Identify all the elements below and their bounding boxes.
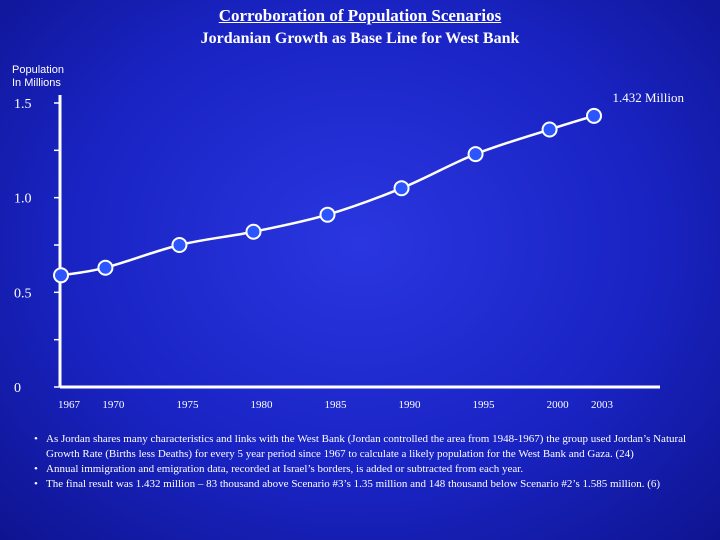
chart-title: Corroboration of Population Scenarios (218, 6, 502, 25)
x-tick-label: 2000 (547, 399, 570, 411)
y-tick-label: 0 (14, 381, 21, 396)
x-tick-label: 1995 (473, 399, 496, 411)
data-point (541, 121, 558, 138)
x-tick-label: 1967 (58, 399, 81, 411)
data-point (53, 267, 69, 284)
y-axis-label: Population In Millions (12, 64, 102, 90)
bullet-icon: • (34, 433, 38, 445)
x-tick-label: 1980 (250, 399, 273, 411)
note-item: • The final result was 1.432 million – 8… (30, 477, 710, 492)
final-value-annotation: 1.432 Million (612, 90, 684, 105)
data-point (393, 180, 410, 197)
data-point (319, 206, 336, 223)
data-point (97, 259, 114, 276)
bullet-icon: • (34, 478, 38, 490)
y-axis-label-line1: Population (12, 64, 64, 76)
x-tick-label: 1975 (176, 399, 199, 411)
x-tick-label: 2003 (591, 399, 614, 411)
note-text: The final result was 1.432 million – 83 … (46, 478, 661, 490)
x-tick-label: 1970 (102, 399, 125, 411)
bullet-icon: • (34, 463, 38, 475)
data-point (245, 223, 262, 240)
y-axis-label-line2: In Millions (12, 77, 61, 89)
note-item: • Annual immigration and emigration data… (30, 462, 710, 477)
note-text: As Jordan shares many characteristics an… (46, 433, 687, 460)
data-point (586, 107, 602, 124)
y-tick-label: 0.5 (14, 286, 32, 301)
data-point (171, 237, 188, 253)
notes-list: • As Jordan shares many characteristics … (30, 432, 710, 492)
x-tick-label: 1985 (325, 399, 348, 411)
chart-subtitle: Jordanian Growth as Base Line for West B… (200, 30, 520, 47)
series-line (60, 114, 595, 277)
population-line-chart: 0 0.5 1.0 1.5 1967 1970 1975 1980 1985 1990 1995 20… (14, 90, 684, 411)
y-tick-label: 1.0 (14, 192, 32, 207)
note-text: Annual immigration and emigration data, … (46, 463, 524, 475)
x-tick-label: 1990 (399, 399, 422, 411)
note-item: • As Jordan shares many characteristics … (30, 432, 710, 462)
y-tick-label: 1.5 (14, 97, 32, 112)
data-point (467, 146, 484, 163)
